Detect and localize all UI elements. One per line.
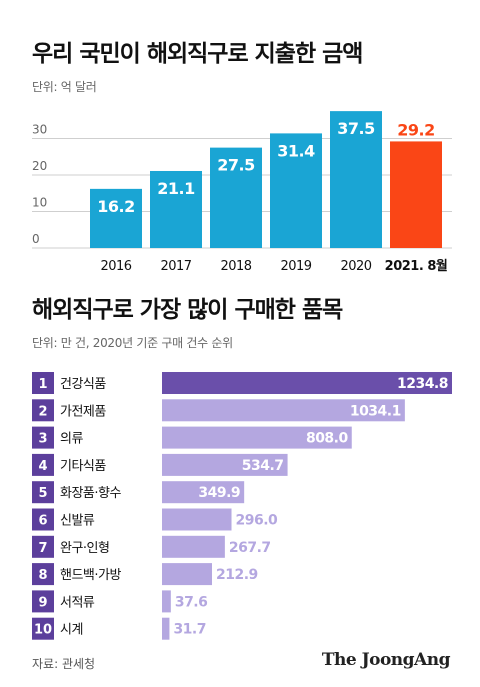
x-tick-label: 2020 <box>340 259 371 274</box>
item-label: 핸드백·가방 <box>60 567 121 583</box>
bar-value-label: 37.6 <box>175 594 208 610</box>
bar-value-label: 37.5 <box>337 119 375 138</box>
bar-value-label: 349.9 <box>198 485 240 501</box>
item-label: 완구·인형 <box>60 541 109 556</box>
rank-box <box>32 453 54 476</box>
y-tick-label: 0 <box>32 232 40 246</box>
item-label: 시계 <box>60 623 83 638</box>
rank-box <box>32 563 54 586</box>
item-label: 건강식품 <box>60 377 106 392</box>
x-tick-label: 2018 <box>220 259 251 274</box>
bar <box>162 617 170 640</box>
rank-number: 5 <box>38 486 47 501</box>
rank-number: 6 <box>38 514 47 529</box>
bar-value-label: 29.2 <box>397 120 434 139</box>
rank-box <box>32 399 54 422</box>
bar <box>162 399 405 422</box>
bar-value-label: 808.0 <box>306 431 349 447</box>
items-bar-chart: 1 건강식품 1234.8 2 가전제품 1034.1 3 의류 808.0 4 기타식품 534.7… <box>32 372 452 640</box>
bar-value-label: 31.4 <box>277 141 315 160</box>
bar <box>162 508 232 531</box>
bar <box>270 133 322 248</box>
bar <box>210 147 262 248</box>
bar <box>162 481 245 504</box>
rank-box <box>32 426 54 449</box>
bar-value-label: 296.0 <box>236 513 279 529</box>
bar <box>162 563 213 586</box>
brand-logo: The JoongAng <box>321 650 451 670</box>
bar-value-label: 31.7 <box>173 622 206 638</box>
spending-bar-chart: 0 10 20 30 16.2 2016 21.1 2017 27.5 2018 31.4 2019 3… <box>32 111 452 274</box>
chart2-unit-label: 단위: 만 건, 2020년 기준 구매 건수 순위 <box>32 336 233 350</box>
source-note: 자료: 관세청 <box>32 657 96 671</box>
bar-value-label: 21.1 <box>157 179 195 198</box>
bar <box>390 141 442 248</box>
bar-value-label: 534.7 <box>242 458 284 474</box>
x-tick-label: 2021. 8월 <box>385 258 448 274</box>
bar <box>162 590 171 613</box>
bar-value-label: 1234.8 <box>397 376 448 392</box>
rank-box <box>32 617 54 640</box>
rank-number: 2 <box>38 404 47 419</box>
rank-number: 7 <box>38 541 47 556</box>
rank-number: 4 <box>38 459 47 474</box>
rank-number: 10 <box>34 623 52 638</box>
x-tick-label: 2016 <box>100 259 131 274</box>
rank-number: 8 <box>38 568 47 583</box>
rank-box <box>32 535 54 558</box>
rank-number: 9 <box>38 595 47 610</box>
y-tick-label: 30 <box>32 123 47 137</box>
rank-box <box>32 481 54 504</box>
bar <box>162 372 452 394</box>
chart1-unit-label: 단위: 억 달러 <box>32 80 97 94</box>
chart2-title: 해외직구로 가장 많이 구매한 품목 <box>32 297 343 323</box>
item-label: 기타식품 <box>60 459 106 474</box>
y-tick-label: 20 <box>32 159 47 173</box>
item-label: 화장품·향수 <box>60 486 121 501</box>
bar <box>162 535 225 558</box>
bar-value-label: 1034.1 <box>350 403 401 419</box>
item-label: 의류 <box>60 432 83 447</box>
y-tick-label: 10 <box>32 196 47 210</box>
bar <box>150 170 202 248</box>
rank-box <box>32 590 54 613</box>
bar <box>90 188 142 248</box>
rank-number: 1 <box>38 377 47 392</box>
rank-box <box>32 372 54 394</box>
x-tick-label: 2017 <box>160 259 191 274</box>
chart1-title: 우리 국민이 해외직구로 지출한 금액 <box>32 41 363 67</box>
bar-value-label: 267.7 <box>229 540 271 556</box>
bar <box>330 111 382 248</box>
bar <box>162 426 352 449</box>
bar-value-label: 27.5 <box>217 156 255 175</box>
rank-box <box>32 508 54 531</box>
bar <box>162 453 288 476</box>
item-label: 신발류 <box>60 514 95 529</box>
rank-number: 3 <box>38 432 47 447</box>
bar-value-label: 212.9 <box>216 567 258 583</box>
item-label: 가전제품 <box>60 404 106 419</box>
item-label: 서적류 <box>60 595 95 610</box>
bar-value-label: 16.2 <box>97 197 134 216</box>
x-tick-label: 2019 <box>280 259 311 274</box>
